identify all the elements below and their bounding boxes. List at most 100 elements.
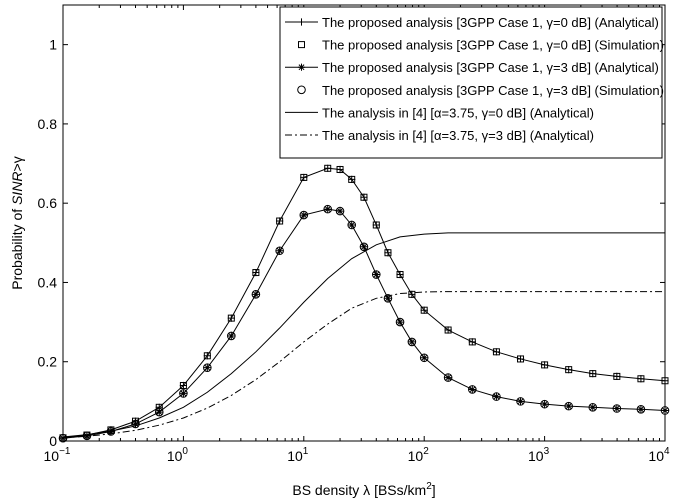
x-tick-label: 10−1 (44, 446, 71, 464)
series-4-marker (179, 389, 188, 398)
x-tick-exponent: 2 (423, 446, 429, 457)
series-1-marker (203, 352, 211, 360)
legend-label: The proposed analysis [3GPP Case 1, γ=3 … (322, 60, 659, 75)
series-1-marker (300, 173, 308, 182)
series-4-marker (468, 385, 477, 394)
series-3-marker (300, 211, 308, 219)
y-tick-label: 0.6 (38, 195, 58, 211)
series-2-marker (637, 375, 645, 383)
series-4-marker (251, 290, 261, 299)
series-1-marker (360, 193, 368, 201)
series-3-marker (420, 354, 428, 362)
series-6-line (62, 291, 665, 439)
series-3-marker (565, 402, 573, 410)
series-2-marker (372, 221, 380, 229)
series-4-marker (275, 246, 284, 256)
series-3-marker (131, 420, 140, 428)
x-tick-label: 104 (648, 446, 670, 464)
series-4-marker (154, 407, 164, 417)
series-2-marker (541, 361, 549, 369)
series-1-marker (384, 249, 392, 257)
x-tick-base: 10 (648, 448, 664, 464)
series-2-marker (300, 173, 308, 181)
legend-label: The proposed analysis [3GPP Case 1, γ=0 … (322, 15, 659, 30)
x-tick-base: 10 (528, 448, 544, 464)
series-1-marker (252, 268, 260, 277)
series-3-marker (324, 205, 332, 213)
x-tick-label: 101 (287, 446, 309, 464)
legend-swatch-marker (298, 41, 305, 49)
series-3-marker (613, 404, 621, 413)
series-4-marker (323, 204, 333, 214)
y-axis-label-prefix: Probability of (9, 205, 25, 290)
series-4-marker (540, 399, 549, 409)
series-2-marker (203, 352, 211, 360)
series-2-marker (276, 217, 284, 225)
x-tick-base: 10 (287, 448, 303, 464)
series-1-marker (372, 221, 380, 229)
x-axis-label-sup: 2 (426, 481, 432, 492)
y-axis-label-suffix: >γ (9, 156, 25, 171)
series-5 (62, 232, 665, 438)
series-4-marker (335, 206, 345, 216)
series-3-marker (516, 397, 525, 405)
legend-entry-6: The analysis in [4] [α=3.75, γ=3 dB] (An… (285, 128, 594, 143)
series-4-marker (407, 337, 417, 347)
x-tick-exponent: 3 (544, 446, 550, 457)
series-4-marker (383, 294, 393, 303)
series-1-marker (336, 165, 344, 174)
series-4-marker (82, 431, 92, 441)
y-axis-label: Probability of SINR>γ (9, 156, 25, 289)
series-3-marker (227, 332, 235, 340)
series-4-marker (347, 220, 357, 230)
series-1-marker (541, 361, 549, 369)
legend-swatch-marker (297, 18, 306, 26)
series-1-marker (468, 338, 476, 346)
series-2-marker (348, 175, 356, 183)
series-4-marker (612, 404, 622, 413)
series-4-marker (492, 392, 501, 401)
series-2-marker (589, 370, 597, 378)
series-2-marker (517, 355, 525, 363)
series-1-marker (324, 164, 332, 172)
series-1-marker (613, 372, 621, 380)
series-3-marker (276, 247, 284, 255)
series-4-marker (227, 331, 236, 341)
legend-label: The analysis in [4] [α=3.75, γ=0 dB] (An… (322, 105, 594, 120)
y-tick-label: 1 (49, 37, 57, 53)
x-axis-label: BS density λ [BSs/km2] (292, 481, 435, 498)
series-5-line (62, 232, 665, 438)
x-tick-label: 100 (167, 446, 189, 464)
series-4-marker (443, 373, 453, 382)
series-1-marker (276, 217, 284, 225)
series-3-marker (155, 408, 163, 416)
series-2-marker (408, 290, 416, 298)
series-1-marker (420, 306, 428, 314)
series-3-marker (348, 221, 356, 229)
series-3-marker (372, 270, 380, 279)
series-3-marker (384, 294, 392, 302)
series-4-marker (564, 401, 573, 411)
y-tick-label: 0.8 (38, 116, 58, 132)
series-1-marker (396, 270, 404, 279)
series-2-marker (252, 269, 260, 277)
y-axis-label-sinr: SINR (9, 171, 25, 204)
series-2-marker (360, 193, 368, 201)
series-2-marker (324, 164, 332, 172)
series-4-marker (371, 270, 381, 279)
series-2-marker (336, 165, 344, 173)
series-1-marker (444, 326, 452, 334)
plot-frame (62, 4, 666, 442)
x-tick-base: 10 (44, 448, 60, 464)
series-2-marker (396, 271, 404, 279)
series-2-marker (565, 366, 573, 374)
series-1-marker (179, 381, 187, 390)
legend-entry-1: The proposed analysis [3GPP Case 1, γ=0 … (285, 15, 659, 30)
series-1-marker (589, 370, 597, 378)
series-3-marker (179, 389, 187, 398)
series-1 (59, 164, 669, 442)
series-1-marker (408, 290, 416, 298)
series-4-marker (419, 353, 429, 363)
series-3-marker (83, 432, 91, 440)
series-2-marker (444, 326, 452, 334)
